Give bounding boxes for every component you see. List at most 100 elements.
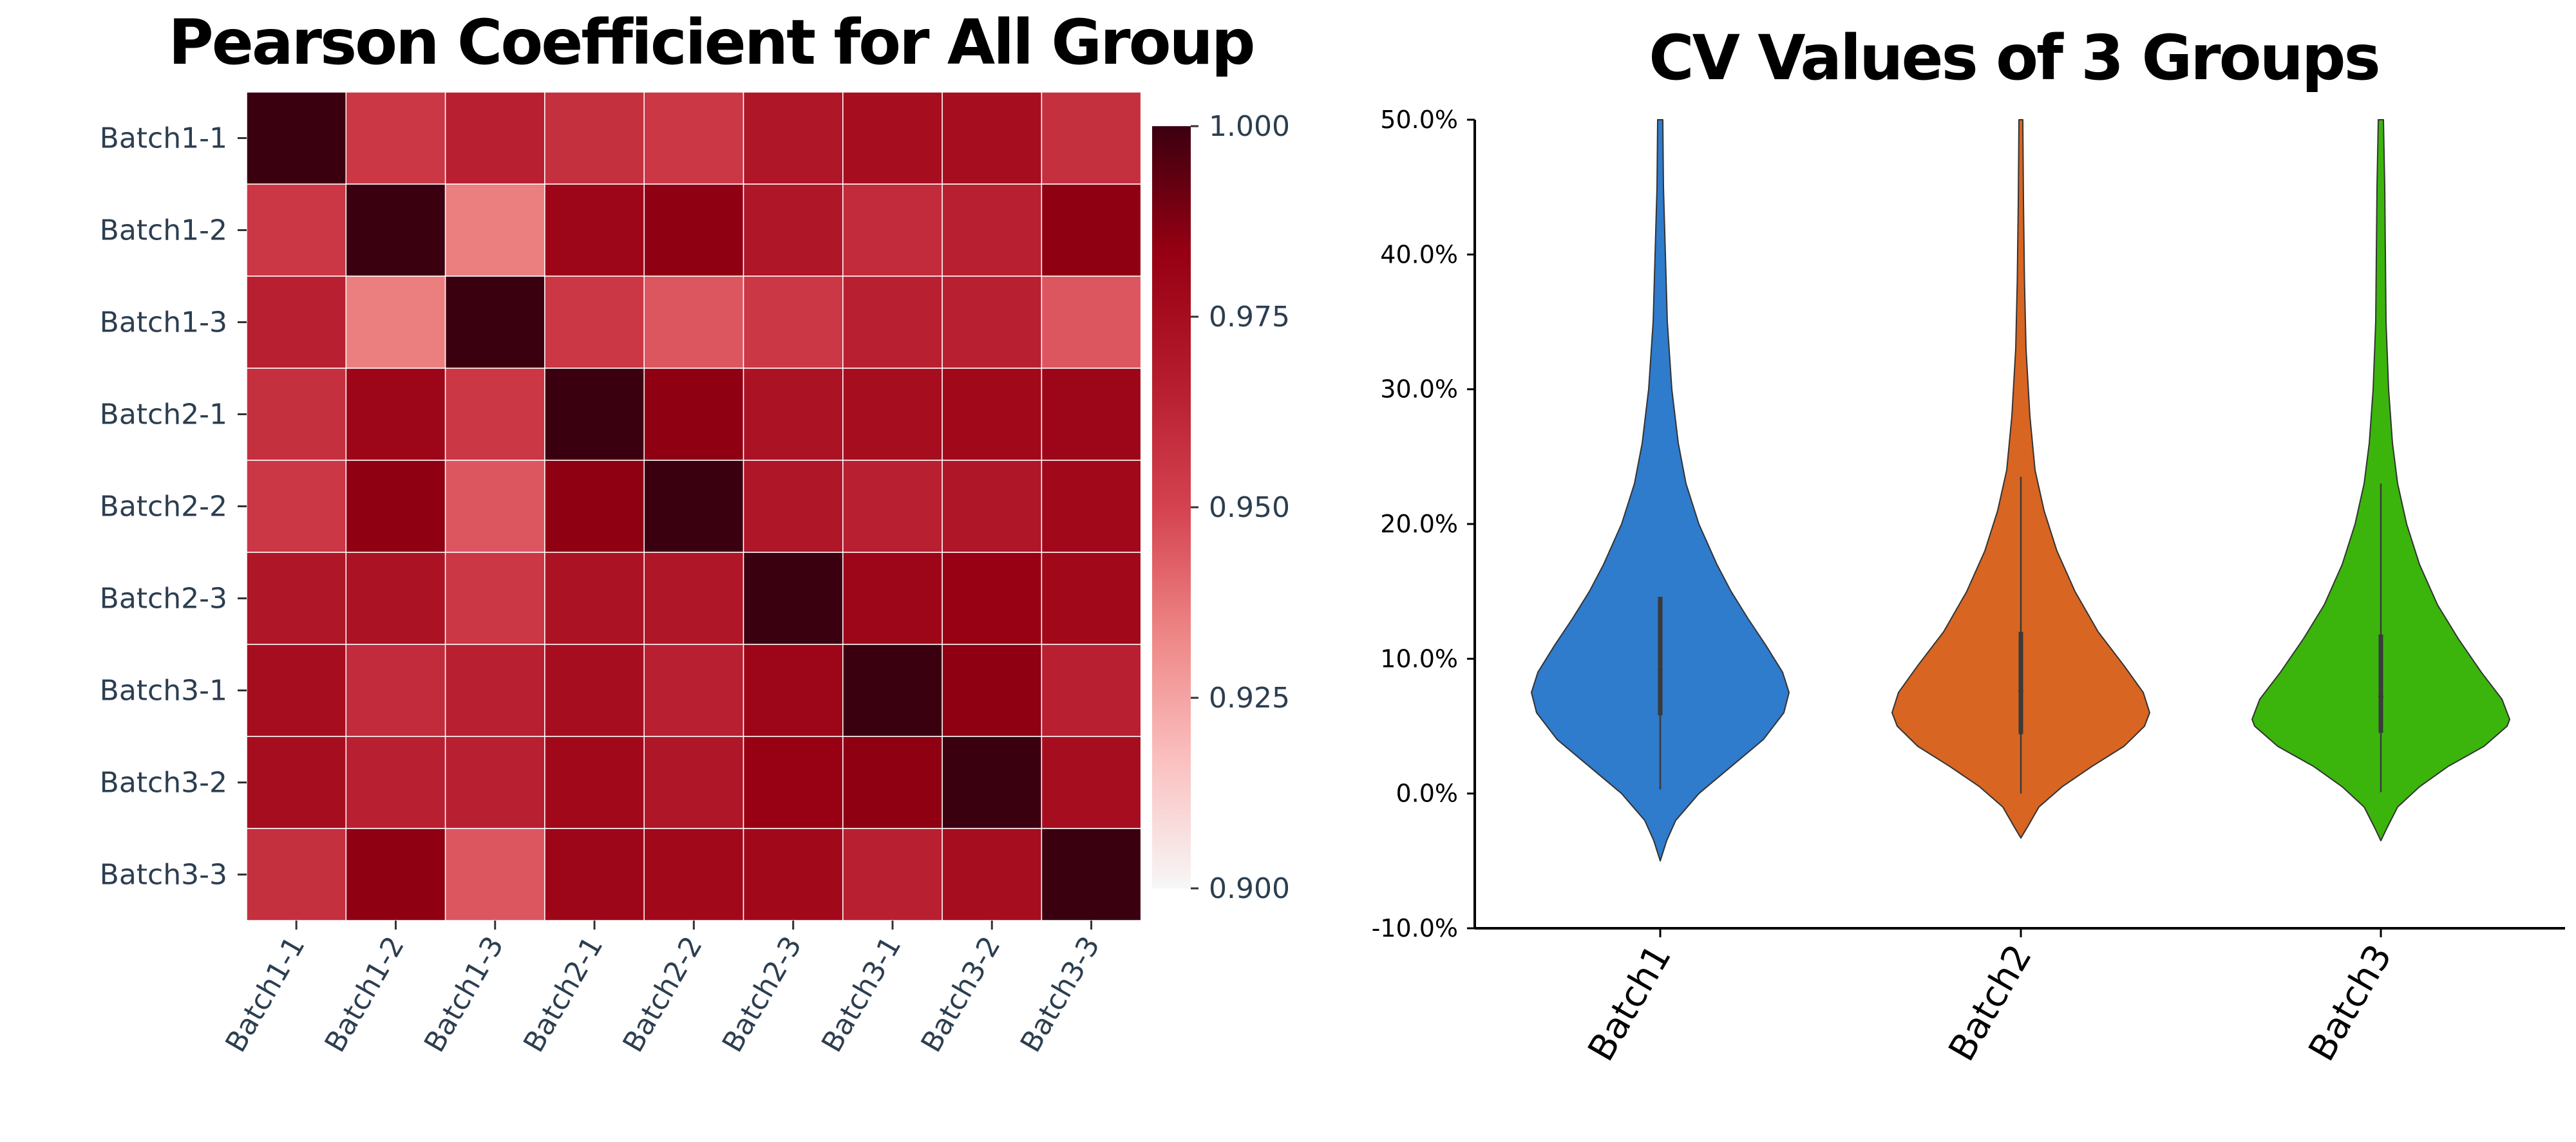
heatmap-cell bbox=[743, 736, 844, 829]
heatmap-cell bbox=[743, 644, 844, 737]
heatmap-cell bbox=[1041, 368, 1142, 461]
colorbar-tick-label: 0.900 bbox=[1209, 872, 1290, 905]
heatmap-title: Pearson Coefficient for All Group bbox=[168, 6, 1255, 79]
heatmap-cell bbox=[1041, 460, 1142, 553]
colorbar-tick-label: 1.000 bbox=[1209, 110, 1290, 143]
violin-y-tick-label: 10.0% bbox=[1380, 644, 1458, 673]
heatmap-cell bbox=[246, 183, 347, 277]
heatmap-cell bbox=[345, 368, 446, 461]
heatmap-cell bbox=[743, 368, 844, 461]
heatmap-cell bbox=[246, 368, 347, 461]
violin-y-tick-label: 0.0% bbox=[1396, 780, 1458, 808]
heatmap-cell bbox=[246, 552, 347, 645]
heatmap-cell bbox=[743, 552, 844, 645]
heatmap-cell bbox=[345, 736, 446, 829]
heatmap-cell bbox=[444, 183, 545, 277]
heatmap-cell bbox=[246, 644, 347, 737]
heatmap-cell bbox=[246, 460, 347, 553]
heatmap-cell bbox=[1041, 552, 1142, 645]
heatmap-cell bbox=[643, 828, 744, 921]
violin-title: CV Values of 3 Groups bbox=[1649, 22, 2381, 94]
heatmap-cell bbox=[842, 460, 943, 553]
heatmap-cell bbox=[842, 736, 943, 829]
violin-median bbox=[2018, 688, 2023, 694]
heatmap-cell bbox=[246, 828, 347, 921]
heatmap-cell bbox=[544, 552, 645, 645]
heatmap-cell bbox=[444, 552, 545, 645]
heatmap-cell bbox=[643, 183, 744, 277]
violin-y-tick-label: 30.0% bbox=[1380, 375, 1458, 404]
heatmap-cell bbox=[942, 736, 1043, 829]
heatmap-cell bbox=[842, 644, 943, 737]
heatmap-cell bbox=[942, 276, 1043, 369]
heatmap-row-label: Batch1-1 bbox=[100, 122, 227, 155]
heatmap-col-label: Batch2-1 bbox=[517, 931, 609, 1058]
heatmap-row-label: Batch3-2 bbox=[100, 767, 227, 800]
heatmap-cell bbox=[1041, 91, 1142, 185]
violin-x-tick-label: Batch2 bbox=[1941, 938, 2041, 1069]
heatmap-cell bbox=[246, 736, 347, 829]
heatmap-row-label: Batch3-1 bbox=[100, 675, 227, 707]
violin-chart: -10.0% 0.0% 10.0% 20.0% 30.0% 40.0% 50.0% Batc… bbox=[1372, 106, 2565, 1069]
heatmap-cell bbox=[842, 276, 943, 369]
heatmap-col-label: Batch1-1 bbox=[219, 931, 311, 1058]
heatmap-cell bbox=[444, 828, 545, 921]
heatmap-cell bbox=[643, 460, 744, 553]
colorbar bbox=[1152, 126, 1191, 888]
heatmap-cell bbox=[544, 368, 645, 461]
heatmap-cell bbox=[444, 276, 545, 369]
heatmap-cell bbox=[942, 828, 1043, 921]
violin-x-tick-label: Batch3 bbox=[2301, 938, 2401, 1069]
heatmap-cell bbox=[942, 91, 1043, 185]
heatmap-cell bbox=[444, 736, 545, 829]
heatmap-cell bbox=[942, 460, 1043, 553]
heatmap-cell bbox=[544, 828, 645, 921]
violin-y-tick-label: -10.0% bbox=[1372, 914, 1458, 942]
heatmap-cell bbox=[544, 91, 645, 185]
heatmap-row-label: Batch2-2 bbox=[100, 491, 227, 523]
heatmap-col-label: Batch1-2 bbox=[319, 931, 411, 1058]
heatmap-cell bbox=[942, 552, 1043, 645]
heatmap-cell bbox=[1041, 828, 1142, 921]
heatmap-cell bbox=[743, 276, 844, 369]
heatmap-cell bbox=[544, 460, 645, 553]
heatmap-col-label: Batch2-2 bbox=[617, 931, 709, 1058]
heatmap-cell bbox=[246, 91, 347, 185]
heatmap-cell bbox=[743, 91, 844, 185]
violin-y-tick-label: 50.0% bbox=[1380, 106, 1458, 134]
heatmap-cell bbox=[942, 644, 1043, 737]
heatmap-cell bbox=[345, 828, 446, 921]
heatmap-cell bbox=[544, 736, 645, 829]
heatmap-cell bbox=[1041, 644, 1142, 737]
heatmap-cell bbox=[1041, 736, 1142, 829]
heatmap-cell bbox=[643, 644, 744, 737]
heatmap-col-label: Batch1-3 bbox=[418, 931, 510, 1058]
heatmap-cell bbox=[743, 460, 844, 553]
violin-median bbox=[2378, 693, 2383, 699]
heatmap-row-label: Batch1-2 bbox=[100, 214, 227, 247]
heatmap-col-label: Batch2-3 bbox=[716, 931, 808, 1058]
heatmap-cell bbox=[444, 644, 545, 737]
heatmap-col-label: Batch3-3 bbox=[1014, 931, 1106, 1058]
violin-y-tick-label: 40.0% bbox=[1380, 240, 1458, 268]
heatmap-row-label: Batch1-3 bbox=[100, 306, 227, 339]
heatmap-cell bbox=[345, 183, 446, 277]
heatmap-cell bbox=[842, 552, 943, 645]
heatmap-cell bbox=[743, 183, 844, 277]
violin-x-tick-label: Batch1 bbox=[1580, 938, 1680, 1069]
colorbar-tick-label: 0.975 bbox=[1209, 301, 1290, 333]
violin-median bbox=[1658, 667, 1663, 673]
colorbar-tick-label: 0.950 bbox=[1209, 491, 1290, 524]
heatmap-cell bbox=[444, 460, 545, 553]
heatmap-cell bbox=[643, 552, 744, 645]
violin-y-tick-label: 20.0% bbox=[1380, 510, 1458, 538]
heatmap-cell bbox=[345, 276, 446, 369]
heatmap-cell bbox=[544, 276, 645, 369]
heatmap-cell bbox=[842, 91, 943, 185]
heatmap-cell bbox=[1041, 276, 1142, 369]
heatmap-cell bbox=[345, 91, 446, 185]
heatmap-cell bbox=[942, 183, 1043, 277]
heatmap-cell bbox=[544, 183, 645, 277]
heatmap-cell bbox=[643, 368, 744, 461]
